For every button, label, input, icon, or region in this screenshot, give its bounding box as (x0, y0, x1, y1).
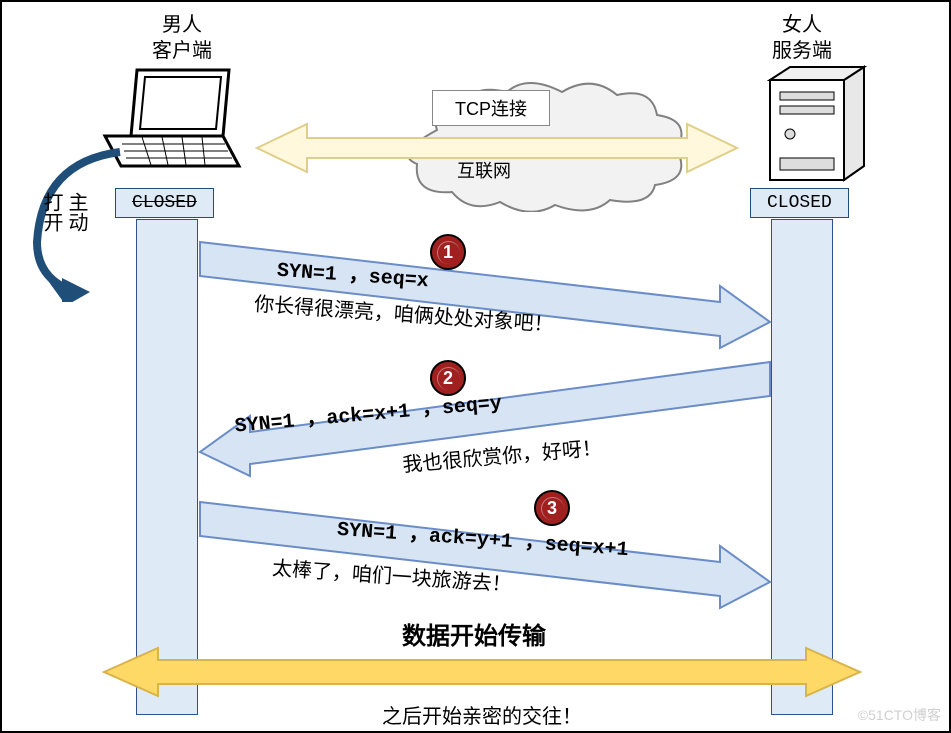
transfer-caption: 之后开始亲密的交往！ (382, 700, 582, 729)
tcp-label: TCP连接 (432, 90, 550, 126)
server-icon (752, 62, 892, 192)
client-title: 男人 客户端 (152, 12, 212, 64)
server-state: CLOSED (750, 188, 849, 218)
step3-badge: 3 (534, 490, 570, 526)
server-lifeline (771, 219, 833, 715)
watermark: ©51CTO博客 (858, 705, 941, 725)
open-text-col2: 主动 (62, 192, 91, 232)
cloud-label: 互联网 (457, 157, 511, 183)
open-text-col1: 打开 (37, 192, 66, 232)
transfer-arrow (102, 646, 862, 698)
client-lifeline (136, 219, 198, 715)
server-title: 女人 服务端 (772, 12, 832, 64)
step1-badge: 1 (430, 234, 466, 270)
